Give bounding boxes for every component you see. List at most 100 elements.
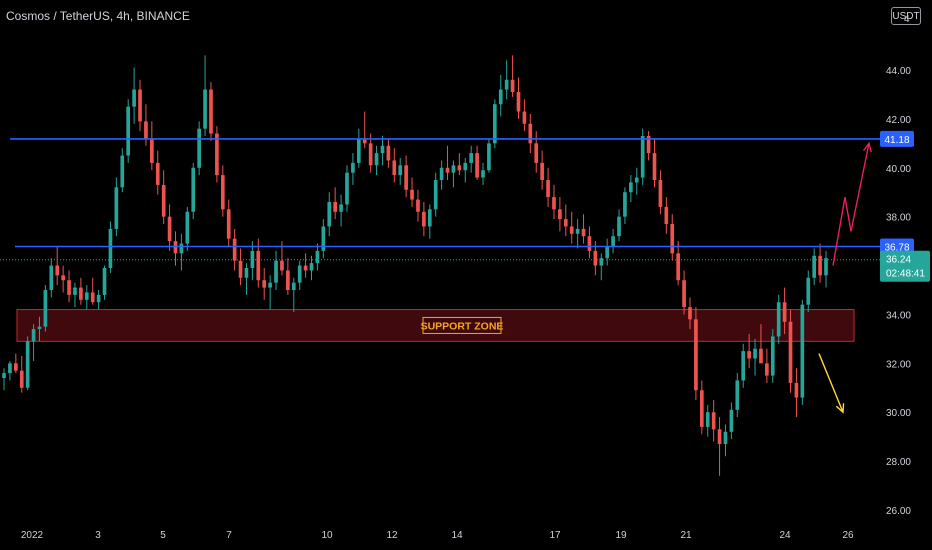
current-price-tag: 36.24 02:48:41	[880, 250, 930, 282]
support-zone[interactable]: SUPPORT ZONE	[16, 309, 855, 342]
candle	[268, 275, 272, 310]
candle	[676, 241, 680, 286]
candle	[220, 165, 225, 217]
candle	[126, 99, 131, 163]
support-zone-label-box	[422, 316, 502, 334]
candle	[510, 55, 515, 97]
candle	[19, 356, 24, 393]
candle	[303, 253, 308, 278]
candle	[8, 360, 12, 381]
candle	[788, 309, 793, 393]
candle	[416, 189, 420, 222]
candle	[617, 209, 621, 242]
price-tick-label: 26.00	[886, 506, 911, 517]
candle	[587, 226, 592, 259]
candle	[67, 270, 71, 303]
candle	[79, 277, 83, 305]
candle	[445, 145, 450, 180]
candle	[770, 329, 775, 383]
candle	[286, 258, 290, 295]
candle	[759, 324, 763, 364]
time-tick-label: 14	[451, 530, 463, 541]
corner-tick: 4	[904, 14, 910, 25]
candle	[818, 243, 822, 283]
candle	[747, 334, 751, 369]
candle	[776, 294, 781, 344]
level-tag-lower-text: 36.78	[884, 242, 909, 253]
candle	[226, 199, 231, 246]
price-tick-label: 44.00	[886, 66, 911, 77]
candle	[73, 282, 77, 308]
candle	[161, 170, 166, 224]
candle	[362, 111, 367, 149]
candle	[410, 177, 414, 207]
level-tag-lower: 36.78	[880, 238, 914, 255]
candle	[374, 145, 379, 176]
candle	[49, 258, 54, 298]
candle	[711, 400, 716, 442]
candle	[114, 177, 119, 237]
candle	[765, 348, 769, 383]
price-tick-label: 40.00	[886, 164, 911, 175]
candle	[812, 248, 817, 286]
candle	[629, 175, 633, 202]
candle	[634, 167, 639, 195]
price-tick-label: 42.00	[886, 115, 911, 126]
candle	[185, 206, 190, 251]
current-price-text: 36.24	[886, 255, 911, 266]
candle	[351, 153, 355, 185]
candle	[646, 131, 651, 161]
candle	[398, 158, 403, 185]
candle	[546, 167, 550, 207]
candle	[427, 204, 432, 239]
candle	[297, 260, 302, 290]
candle	[794, 368, 799, 418]
candle	[800, 299, 805, 405]
candle	[37, 316, 42, 342]
candle	[197, 121, 201, 176]
price-tick-label: 32.00	[886, 359, 911, 370]
time-axis[interactable]: 2022 3 5 7 10 12 14 17 19 21 24 26	[21, 530, 854, 541]
time-tick-label: 10	[321, 530, 333, 541]
candle	[457, 153, 462, 176]
candle	[611, 228, 615, 254]
candle	[238, 248, 243, 286]
time-tick-label: 3	[95, 530, 101, 541]
candle	[345, 165, 349, 212]
candle	[623, 187, 627, 224]
candle	[599, 253, 604, 281]
candle	[368, 133, 373, 173]
candle	[315, 243, 320, 271]
candle	[664, 197, 669, 234]
candle	[694, 307, 698, 400]
candle	[534, 131, 539, 173]
currency-button[interactable]: USDT	[891, 7, 921, 25]
candle	[605, 238, 610, 266]
candle	[493, 99, 497, 149]
candle	[469, 145, 474, 173]
candle	[84, 285, 89, 310]
time-tick-label: 24	[779, 530, 791, 541]
countdown-text: 02:48:41	[886, 269, 925, 280]
candle	[688, 297, 692, 330]
time-tick-label: 26	[842, 530, 854, 541]
candle	[563, 204, 568, 237]
candle	[380, 136, 385, 166]
time-tick-label: 17	[549, 530, 561, 541]
candle	[729, 402, 734, 440]
candle	[528, 114, 533, 154]
time-tick-label: 7	[226, 530, 232, 541]
bullish-arrow	[832, 141, 872, 266]
chart-title: Cosmos / TetherUS, 4h, BINANCE	[6, 9, 190, 23]
candle	[386, 138, 391, 168]
candle	[120, 148, 125, 193]
time-tick-label: 21	[680, 530, 692, 541]
candle	[250, 241, 255, 281]
candle	[433, 172, 438, 217]
candle	[504, 60, 509, 100]
price-axis[interactable]: 44.0042.0040.0038.0036.0034.0032.0030.00…	[886, 66, 911, 517]
candle	[155, 150, 160, 195]
candle	[392, 148, 397, 183]
candle	[735, 373, 740, 418]
